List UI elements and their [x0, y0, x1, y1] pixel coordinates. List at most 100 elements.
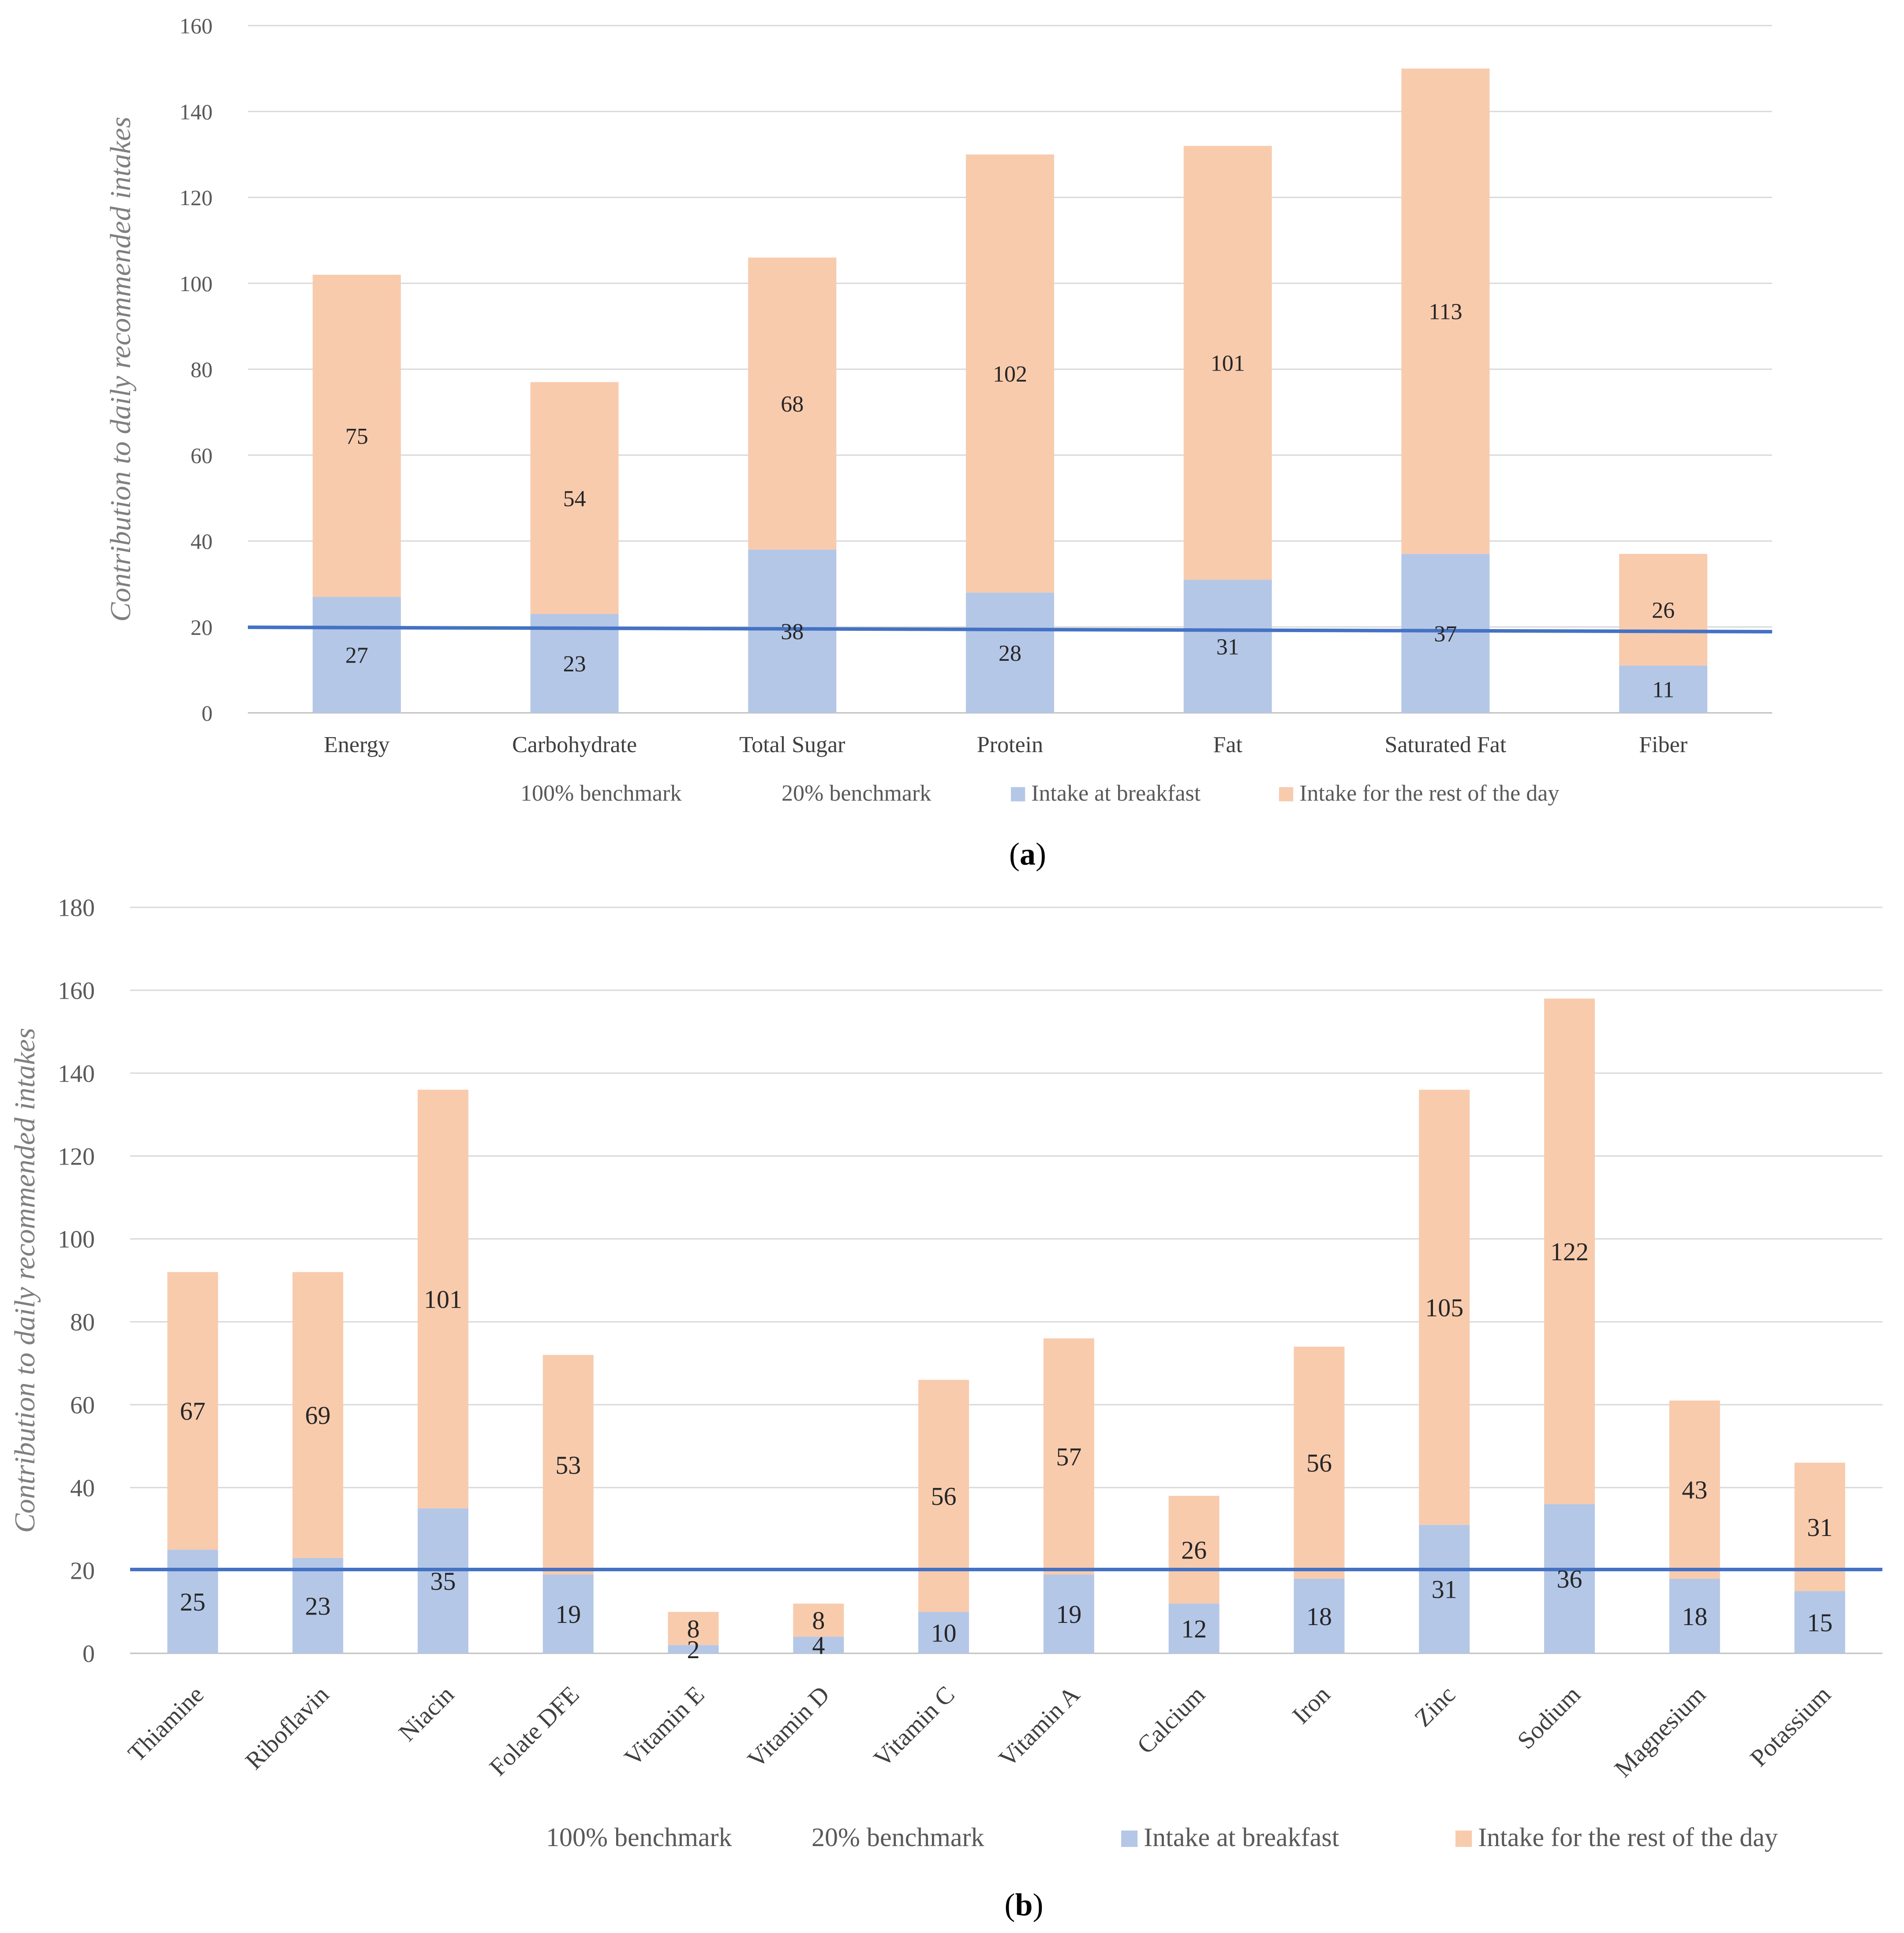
x-category-label: Vitamin E	[619, 1681, 710, 1771]
data-label-rest-of-day: 57	[1056, 1442, 1081, 1471]
chart-b: 0 20 40 60 80 100 120 140 160 180 Contribution to …	[9, 895, 1882, 1922]
legend-100-benchmark: 100% benchmark	[520, 781, 681, 806]
data-label-breakfast: 36	[1557, 1565, 1582, 1593]
panel-label: (b)	[1004, 1887, 1043, 1922]
data-label-breakfast: 31	[1432, 1575, 1457, 1604]
y-tick-label: 80	[191, 357, 213, 382]
bar-rest-of-day-protein	[966, 154, 1054, 593]
bar-breakfast-niacin	[417, 1508, 468, 1653]
y-tick-label: 20	[70, 1558, 95, 1585]
bar-rest-of-day-vitamin-c	[918, 1379, 969, 1612]
data-label-rest-of-day: 56	[1306, 1449, 1332, 1477]
bar-breakfast-saturated-fat	[1401, 554, 1490, 713]
bar-breakfast-thiamine	[167, 1550, 218, 1653]
bar-breakfast-iron	[1294, 1578, 1345, 1653]
y-tick-label: 100	[58, 1226, 95, 1253]
bar-rest-of-day-saturated-fat	[1401, 68, 1490, 554]
data-label-breakfast: 11	[1652, 678, 1674, 703]
data-label-breakfast: 28	[999, 641, 1021, 666]
data-label-rest-of-day: 26	[1652, 598, 1675, 623]
panel-letter: b	[1015, 1887, 1032, 1922]
bar-rest-of-day-riboflavin	[292, 1272, 344, 1558]
data-label-breakfast: 31	[1216, 634, 1239, 659]
bar-rest-of-day-folate-dfe	[542, 1355, 594, 1575]
x-category-label: Calcium	[1132, 1681, 1210, 1759]
x-category-label: Folate DFE	[484, 1681, 585, 1781]
data-label-breakfast: 38	[781, 619, 804, 644]
y-tick-label: 140	[180, 99, 213, 124]
bar-breakfast-vitamin-c	[918, 1612, 969, 1653]
bar-breakfast-vitamin-d	[793, 1637, 844, 1653]
x-category-label: Carbohydrate	[512, 732, 637, 757]
y-tick-label: 60	[70, 1392, 95, 1419]
bar-rest-of-day-calcium	[1168, 1496, 1219, 1604]
bar-rest-of-day-iron	[1294, 1346, 1345, 1579]
bar-breakfast-riboflavin	[292, 1558, 344, 1653]
y-tick-label: 0	[82, 1641, 95, 1668]
bar-rest-of-day-fat	[1183, 146, 1272, 580]
bar-breakfast-potassium	[1794, 1591, 1845, 1653]
data-label-breakfast: 10	[931, 1618, 957, 1647]
y-tick-label: 40	[70, 1475, 95, 1502]
legend-intake-rest-of-day: Intake for the rest of the day	[1478, 1823, 1778, 1852]
x-category-label: Fat	[1213, 732, 1242, 757]
bar-breakfast-fiber	[1619, 665, 1708, 713]
legend-intake-at-breakfast-swatch	[1121, 1830, 1138, 1847]
bar-rest-of-day-zinc	[1419, 1090, 1470, 1525]
data-label-rest-of-day: 43	[1682, 1476, 1707, 1504]
x-category-label: Total Sugar	[739, 732, 845, 757]
data-label-rest-of-day: 102	[993, 362, 1027, 387]
bar-breakfast-zinc	[1419, 1525, 1470, 1653]
data-label-rest-of-day: 105	[1425, 1293, 1463, 1322]
bar-rest-of-day-magnesium	[1669, 1400, 1720, 1579]
panel-letter: a	[1020, 836, 1036, 872]
bar-rest-of-day-vitamin-e	[668, 1612, 719, 1645]
legend-intake-at-breakfast: Intake at breakfast	[1031, 781, 1201, 806]
data-label-breakfast: 37	[1434, 622, 1457, 647]
bar-breakfast-carbohydrate	[530, 614, 619, 713]
data-label-rest-of-day: 101	[1211, 351, 1245, 376]
bar-breakfast-vitamin-e	[668, 1645, 719, 1653]
y-tick-label: 20	[191, 615, 213, 640]
data-label-breakfast: 2	[687, 1635, 700, 1664]
bar-breakfast-vitamin-a	[1043, 1574, 1094, 1653]
y-tick-label: 160	[58, 977, 95, 1004]
data-label-rest-of-day: 56	[931, 1482, 957, 1510]
data-label-rest-of-day: 75	[345, 424, 368, 449]
data-label-breakfast: 19	[555, 1600, 581, 1629]
x-category-label: Energy	[324, 732, 389, 757]
y-tick-label: 160	[180, 14, 213, 38]
x-category-label: Protein	[977, 732, 1043, 757]
data-label-breakfast: 15	[1807, 1608, 1833, 1637]
data-label-rest-of-day: 101	[424, 1285, 462, 1314]
x-category-label: Sodium	[1512, 1681, 1586, 1754]
data-label-rest-of-day: 54	[563, 486, 586, 511]
data-label-rest-of-day: 8	[687, 1615, 700, 1643]
bar-rest-of-day-fiber	[1619, 554, 1708, 666]
data-label-rest-of-day: 67	[180, 1397, 206, 1426]
chart-a: 0 20 40 60 80 100 120 140 160 Contribution to dai…	[105, 14, 1773, 872]
y-tick-label: 120	[180, 185, 213, 210]
data-label-rest-of-day: 26	[1181, 1536, 1207, 1564]
panel-label: (a)	[1009, 836, 1046, 872]
bar-breakfast-total-sugar	[748, 549, 837, 713]
bar-rest-of-day-vitamin-d	[793, 1603, 844, 1637]
data-label-breakfast: 12	[1181, 1615, 1207, 1643]
y-tick-label: 180	[58, 895, 95, 922]
data-label-breakfast: 23	[563, 652, 586, 677]
x-category-label: Saturated Fat	[1385, 732, 1507, 757]
y-tick-label: 40	[191, 529, 213, 554]
y-tick-label: 0	[202, 701, 213, 726]
bar-rest-of-day-energy	[312, 274, 401, 597]
data-label-breakfast: 35	[430, 1567, 456, 1596]
data-label-rest-of-day: 122	[1550, 1237, 1589, 1266]
x-category-label: Vitamin A	[994, 1681, 1085, 1772]
legend-intake-rest-of-day: Intake for the rest of the day	[1299, 781, 1559, 806]
data-label-breakfast: 18	[1682, 1602, 1707, 1631]
legend-intake-at-breakfast: Intake at breakfast	[1144, 1823, 1339, 1852]
legend-intake-rest-of-day-swatch	[1279, 787, 1294, 802]
x-category-label: Thiamine	[123, 1681, 209, 1767]
data-label-breakfast: 27	[345, 643, 368, 668]
data-label-rest-of-day: 53	[555, 1451, 581, 1480]
x-category-label: Iron	[1287, 1681, 1335, 1729]
